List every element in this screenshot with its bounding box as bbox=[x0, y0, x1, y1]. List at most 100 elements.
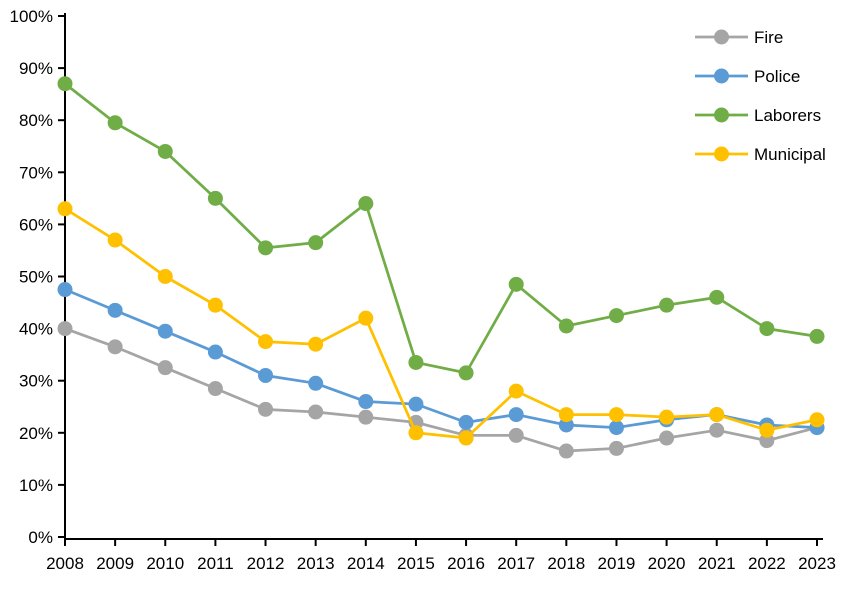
data-point-laborers-2016[interactable] bbox=[458, 365, 474, 381]
data-point-police-2017[interactable] bbox=[508, 407, 524, 423]
data-point-municipal-2008[interactable] bbox=[57, 201, 73, 217]
data-point-municipal-2020[interactable] bbox=[659, 409, 675, 425]
legend-item-fire[interactable]: Fire bbox=[695, 28, 783, 47]
data-point-laborers-2018[interactable] bbox=[558, 318, 574, 334]
data-point-laborers-2020[interactable] bbox=[659, 297, 675, 313]
data-point-municipal-2022[interactable] bbox=[759, 422, 775, 438]
data-point-fire-2021[interactable] bbox=[709, 422, 725, 438]
y-axis-tick-label: 60% bbox=[19, 215, 53, 234]
x-axis-tick-label: 2023 bbox=[798, 554, 836, 573]
data-point-police-2019[interactable] bbox=[608, 420, 624, 436]
data-point-municipal-2018[interactable] bbox=[558, 407, 574, 423]
x-axis-tick-label: 2009 bbox=[96, 554, 134, 573]
data-point-laborers-2014[interactable] bbox=[358, 196, 374, 212]
data-point-laborers-2012[interactable] bbox=[258, 240, 274, 256]
x-axis-tick-label: 2018 bbox=[547, 554, 585, 573]
y-axis-tick-label: 70% bbox=[19, 163, 53, 182]
data-point-laborers-2015[interactable] bbox=[408, 354, 424, 370]
data-point-fire-2020[interactable] bbox=[659, 430, 675, 446]
data-point-fire-2009[interactable] bbox=[107, 339, 123, 355]
data-point-fire-2012[interactable] bbox=[258, 401, 274, 417]
data-point-laborers-2022[interactable] bbox=[759, 321, 775, 337]
data-point-fire-2018[interactable] bbox=[558, 443, 574, 459]
data-point-fire-2014[interactable] bbox=[358, 409, 374, 425]
series-police bbox=[57, 282, 825, 436]
legend-marker-laborers bbox=[714, 107, 729, 123]
data-point-laborers-2009[interactable] bbox=[107, 115, 123, 131]
series-line-police bbox=[63, 288, 819, 429]
data-point-fire-2022[interactable] bbox=[759, 433, 775, 449]
data-point-laborers-2013[interactable] bbox=[308, 235, 324, 251]
series-line-fire bbox=[63, 327, 819, 453]
x-axis-tick-label: 2013 bbox=[297, 554, 335, 573]
x-axis-tick-label: 2022 bbox=[748, 554, 786, 573]
data-point-municipal-2010[interactable] bbox=[157, 269, 173, 284]
data-point-municipal-2012[interactable] bbox=[258, 334, 274, 350]
data-point-police-2016[interactable] bbox=[458, 414, 474, 430]
legend-label-fire: Fire bbox=[754, 28, 783, 47]
y-axis-tick-label: 40% bbox=[19, 320, 53, 339]
data-point-police-2008[interactable] bbox=[57, 282, 73, 298]
data-point-fire-2011[interactable] bbox=[207, 381, 223, 397]
data-point-municipal-2023[interactable] bbox=[809, 412, 825, 428]
series-fire bbox=[57, 321, 825, 459]
data-point-police-2018[interactable] bbox=[558, 417, 574, 433]
x-axis-tick-label: 2012 bbox=[247, 554, 285, 573]
data-point-municipal-2017[interactable] bbox=[508, 383, 524, 399]
series-municipal bbox=[57, 201, 825, 446]
axes: 0% 10% 20% 30% 40% 50% 60% 70% 80% 90% 100% 2008 200… bbox=[10, 7, 836, 573]
data-point-laborers-2023[interactable] bbox=[809, 328, 825, 344]
x-axis-tick-label: 2014 bbox=[347, 554, 385, 573]
legend-marker-fire bbox=[714, 29, 729, 45]
x-axis-tick-label: 2019 bbox=[598, 554, 636, 573]
data-point-police-2011[interactable] bbox=[207, 344, 223, 360]
data-point-laborers-2010[interactable] bbox=[157, 143, 173, 159]
y-axis-tick-label: 0% bbox=[28, 528, 53, 547]
data-point-fire-2017[interactable] bbox=[508, 427, 524, 443]
legend-label-municipal: Municipal bbox=[754, 145, 826, 164]
legend-item-laborers[interactable]: Laborers bbox=[695, 106, 821, 125]
data-point-municipal-2016[interactable] bbox=[458, 430, 474, 446]
data-point-fire-2010[interactable] bbox=[157, 360, 173, 376]
legend-label-police: Police bbox=[754, 67, 800, 86]
data-point-laborers-2019[interactable] bbox=[608, 308, 624, 324]
data-point-police-2014[interactable] bbox=[358, 394, 374, 410]
data-point-municipal-2021[interactable] bbox=[709, 407, 725, 423]
x-axis-tick-label: 2017 bbox=[497, 554, 535, 573]
x-axis-tick-label: 2008 bbox=[46, 554, 84, 573]
legend-item-police[interactable]: Police bbox=[695, 67, 800, 86]
data-point-laborers-2017[interactable] bbox=[508, 276, 524, 292]
data-point-police-2012[interactable] bbox=[258, 367, 274, 383]
data-point-fire-2008[interactable] bbox=[57, 321, 73, 337]
data-point-police-2013[interactable] bbox=[308, 375, 324, 391]
x-axis-tick-label: 2015 bbox=[397, 554, 435, 573]
x-axis-tick-label: 2010 bbox=[146, 554, 184, 573]
y-axis-tick-label: 20% bbox=[19, 424, 53, 443]
y-axis-tick-label: 50% bbox=[19, 268, 53, 287]
data-point-municipal-2014[interactable] bbox=[358, 310, 374, 326]
data-point-police-2010[interactable] bbox=[157, 323, 173, 339]
x-axis-tick-label: 2021 bbox=[698, 554, 736, 573]
y-axis-tick-label: 80% bbox=[19, 111, 53, 130]
data-point-municipal-2015[interactable] bbox=[408, 425, 424, 441]
data-point-municipal-2011[interactable] bbox=[207, 297, 223, 313]
series-line-laborers bbox=[63, 82, 819, 375]
data-point-fire-2013[interactable] bbox=[308, 404, 324, 420]
legend: Fire Police Laborers Municipal bbox=[695, 28, 826, 164]
data-point-municipal-2009[interactable] bbox=[107, 232, 123, 248]
y-axis-tick-label: 30% bbox=[19, 372, 53, 391]
series-laborers bbox=[57, 76, 825, 381]
legend-label-laborers: Laborers bbox=[754, 106, 821, 125]
data-point-laborers-2008[interactable] bbox=[57, 76, 73, 92]
data-point-fire-2019[interactable] bbox=[608, 440, 624, 456]
legend-marker-municipal bbox=[714, 146, 729, 162]
data-point-municipal-2013[interactable] bbox=[308, 336, 324, 352]
data-point-police-2015[interactable] bbox=[408, 396, 424, 412]
data-point-laborers-2011[interactable] bbox=[207, 190, 223, 206]
x-axis-tick-label: 2020 bbox=[648, 554, 686, 573]
data-point-police-2009[interactable] bbox=[107, 302, 123, 318]
data-point-municipal-2019[interactable] bbox=[608, 407, 624, 423]
legend-item-municipal[interactable]: Municipal bbox=[695, 145, 826, 164]
data-point-laborers-2021[interactable] bbox=[709, 289, 725, 305]
